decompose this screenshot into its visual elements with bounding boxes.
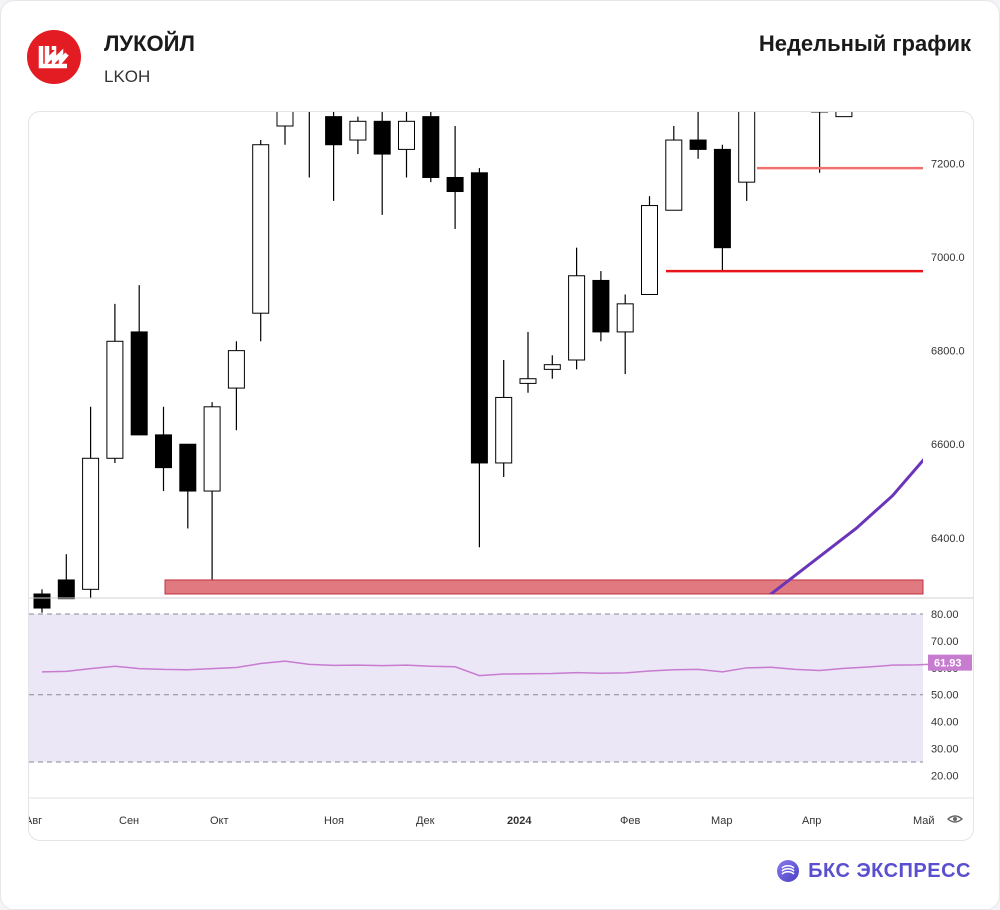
candle-down xyxy=(592,279,610,333)
lukoil-logo xyxy=(27,30,81,84)
rsi-tick-label: 30.00 xyxy=(931,744,959,756)
candle-up xyxy=(738,112,756,183)
time-tick-label: Фев xyxy=(620,815,640,827)
brand-label: БКС ЭКСПРЕСС xyxy=(808,859,971,882)
candle-down xyxy=(179,443,197,492)
candle-up xyxy=(835,112,853,118)
candle-up xyxy=(203,406,221,492)
candle-up xyxy=(495,396,513,464)
candle-down xyxy=(57,579,75,600)
candle-down xyxy=(422,116,440,178)
candle-up xyxy=(276,112,294,127)
candle-down xyxy=(713,148,731,249)
candle-down xyxy=(689,139,707,150)
candle-down xyxy=(373,120,391,155)
candle-up xyxy=(641,205,658,295)
time-tick-label: 2024 xyxy=(507,815,532,827)
candle-up xyxy=(665,139,683,211)
chart-title: Недельный график xyxy=(758,31,971,56)
rsi-band xyxy=(29,614,923,762)
candle-up xyxy=(398,120,415,150)
rsi-tick-label: 70.00 xyxy=(931,636,959,648)
time-tick-label: Апр xyxy=(802,815,821,827)
candle-down xyxy=(325,116,343,146)
time-tick-label: Мар xyxy=(711,815,733,827)
time-tick-label: Сен xyxy=(119,815,139,827)
candle-up xyxy=(519,378,537,384)
time-tick-label: Май xyxy=(913,815,935,827)
time-tick-label: Ноя xyxy=(324,815,344,827)
candle-down xyxy=(446,176,464,193)
candle-up xyxy=(252,144,270,314)
candle-up xyxy=(349,120,367,141)
rsi-last-value-box xyxy=(928,654,972,671)
price-tick-label: 7200.0 xyxy=(931,158,965,170)
chart-frame[interactable]: 6400.06600.06800.07000.07200.07400.07600… xyxy=(28,111,974,841)
candle-up xyxy=(616,303,634,333)
rsi-line xyxy=(41,660,966,677)
candle-down xyxy=(470,172,488,464)
candle-down xyxy=(155,434,172,469)
bks-logo-icon xyxy=(777,860,800,882)
time-tick-label: Окт xyxy=(210,815,229,827)
price-chart[interactable]: 6400.06600.06800.07000.07200.07400.07600… xyxy=(29,112,973,840)
price-tick-label: 7000.0 xyxy=(931,252,965,264)
price-tick-label: 6800.0 xyxy=(931,346,965,358)
company-name: ЛУКОЙЛ xyxy=(104,31,195,56)
rsi-tick-label: 50.00 xyxy=(931,690,959,702)
rsi-tick-label: 80.00 xyxy=(931,609,959,621)
moving-average-line xyxy=(768,458,923,594)
time-tick-label: Авг xyxy=(29,815,42,827)
candle-up xyxy=(543,364,561,370)
candle-up xyxy=(82,457,100,590)
price-tick-label: 6400.0 xyxy=(931,533,965,545)
candle-down xyxy=(130,331,148,436)
support-zone xyxy=(164,579,924,595)
candle-down xyxy=(33,593,51,609)
rsi-tick-label: 20.00 xyxy=(931,770,959,782)
lukoil-logo-mark xyxy=(38,46,69,69)
time-tick-label: Дек xyxy=(416,815,435,827)
candle-up xyxy=(106,340,124,459)
candle-up xyxy=(227,350,245,389)
rsi-last-value-label: 61.93 xyxy=(934,658,962,670)
brand-footer: БКС ЭКСПРЕСС xyxy=(776,859,971,883)
ticker-code: LKOH xyxy=(104,67,151,86)
rsi-tick-label: 40.00 xyxy=(931,717,959,729)
eye-icon[interactable] xyxy=(946,815,964,823)
price-tick-label: 6600.0 xyxy=(931,439,965,451)
candle-up xyxy=(568,275,586,361)
